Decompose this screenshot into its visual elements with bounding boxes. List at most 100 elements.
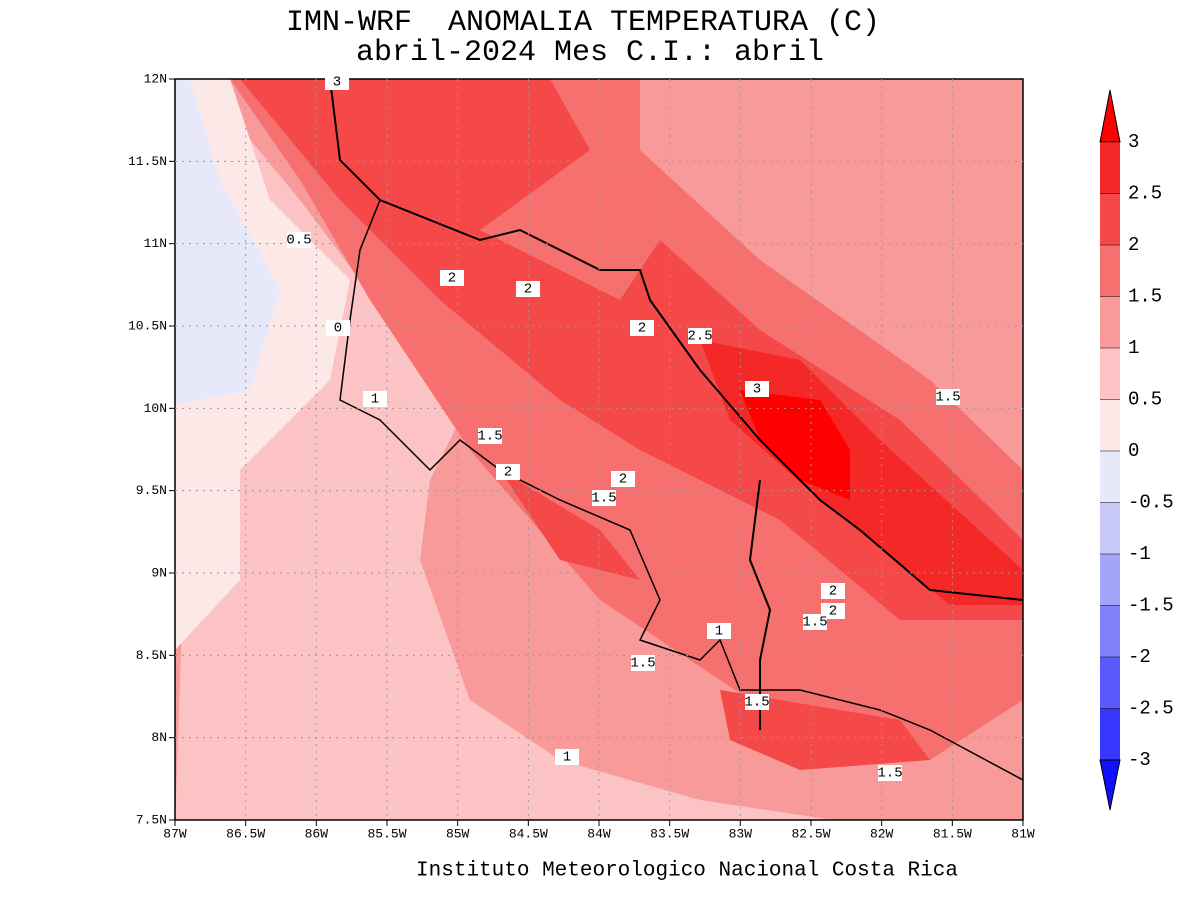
contour-label: 2 <box>619 472 627 488</box>
contour-label: 1.5 <box>877 766 902 782</box>
contour-label-bg <box>631 655 655 671</box>
colorbar-label: -0.5 <box>1128 492 1174 514</box>
contour-label: 1.5 <box>744 695 769 711</box>
contour-label: 2 <box>829 584 837 600</box>
contour-label-bg <box>611 471 635 487</box>
colorbar-band <box>1100 605 1120 657</box>
y-tick-label: 8.5N <box>136 648 167 663</box>
y-tick-label: 7.5N <box>136 812 167 827</box>
y-tick-label: 11.5N <box>128 154 167 169</box>
contour-label-bg <box>326 320 350 336</box>
contour-label-bg <box>878 765 902 781</box>
x-tick-label: 87W <box>163 826 187 841</box>
colorbar-band <box>1100 708 1120 760</box>
contour-label: 3 <box>753 382 761 398</box>
x-tick-label: 85.5W <box>367 826 406 841</box>
x-tick-label: 83W <box>729 826 753 841</box>
contour-label: 1 <box>715 624 723 640</box>
colorbar-arrow <box>1099 759 1121 811</box>
y-tick-label: 12N <box>144 71 167 86</box>
x-tick-label: 84.5W <box>509 826 548 841</box>
contour-label-bg <box>363 391 387 407</box>
x-tick-label: 82.5W <box>791 826 830 841</box>
contour-label-bg <box>555 749 579 765</box>
colorbar-label: -2.5 <box>1128 698 1174 720</box>
colorbar-band <box>1100 296 1120 348</box>
colorbar-band <box>1100 142 1120 194</box>
y-tick-label: 9N <box>151 565 167 580</box>
colorbar-label: 0.5 <box>1128 389 1162 411</box>
colorbar-label: -2 <box>1128 646 1151 668</box>
x-tick-label: 86.5W <box>226 826 265 841</box>
colorbar-label: -3 <box>1128 749 1151 771</box>
colorbar-label: 0 <box>1128 440 1139 462</box>
contour-label: 1.5 <box>591 491 616 507</box>
contour-label: 3 <box>333 75 341 91</box>
colorbar-band <box>1100 245 1120 297</box>
y-tick-label: 9.5N <box>136 483 167 498</box>
contour-label: 1 <box>371 392 379 408</box>
contour-label: 0.5 <box>286 233 311 249</box>
contour-label-bg <box>630 320 654 336</box>
contour-label-bg <box>287 232 311 248</box>
y-tick-label: 10.5N <box>128 318 167 333</box>
y-tick-label: 8N <box>151 730 167 745</box>
field <box>175 79 1023 820</box>
colorbar-label: 2.5 <box>1128 183 1162 205</box>
contour-label: 2 <box>524 282 532 298</box>
colorbar-band <box>1100 451 1120 503</box>
contour-label: 2 <box>448 271 456 287</box>
y-tick-label: 11N <box>144 236 167 251</box>
x-tick-label: 83.5W <box>650 826 689 841</box>
x-tick-label: 85W <box>446 826 470 841</box>
contour-label: 1.5 <box>935 390 960 406</box>
title: IMN-WRF ANOMALIA TEMPERATURA (C) <box>286 6 880 40</box>
contour-label: 1 <box>563 750 571 766</box>
colorbar-label: -1 <box>1128 543 1151 565</box>
band <box>740 390 850 500</box>
band <box>175 79 280 405</box>
colorbar-label: -1.5 <box>1128 595 1174 617</box>
contour-label-bg <box>821 583 845 599</box>
colorbar-band <box>1100 554 1120 606</box>
band <box>500 470 640 580</box>
contour-label-bg <box>478 428 502 444</box>
colorbar-label: 1.5 <box>1128 286 1162 308</box>
contour-label-bg <box>707 623 731 639</box>
colorbar-band <box>1100 193 1120 245</box>
contour-label: 0 <box>334 321 342 337</box>
x-tick-label: 84W <box>587 826 611 841</box>
border <box>748 479 772 730</box>
contour-label: 1.5 <box>630 656 655 672</box>
subtitle: abril-2024 Mes C.I.: abril <box>356 36 824 70</box>
contour-label: 2 <box>829 604 837 620</box>
band <box>175 79 834 820</box>
contour-label-bg <box>745 694 769 710</box>
colorbar-band <box>1100 502 1120 554</box>
contour-label-bg <box>496 464 520 480</box>
contour-label-bg <box>745 381 769 397</box>
colorbar-label: 1 <box>1128 337 1139 359</box>
coastline <box>339 199 1023 781</box>
footer: Instituto Meteorologico Nacional Costa R… <box>416 860 958 883</box>
contour-label-bg <box>803 614 827 630</box>
coastline <box>329 79 1023 601</box>
colorbar-arrow <box>1099 89 1121 143</box>
x-tick-label: 82W <box>870 826 894 841</box>
contour-label-bg <box>592 490 616 506</box>
contour-label: 2.5 <box>687 329 712 345</box>
y-tick-label: 10N <box>144 401 167 416</box>
contour-label: 2 <box>504 465 512 481</box>
contour-label-bg <box>936 389 960 405</box>
colorbar-band <box>1100 657 1120 709</box>
contour-label-bg <box>440 270 464 286</box>
colorbar-band <box>1100 399 1120 451</box>
band <box>720 690 930 770</box>
x-tick-label: 81.5W <box>933 826 972 841</box>
contour-label: 2 <box>638 321 646 337</box>
contour-label-bg <box>688 328 712 344</box>
colorbar-label: 3 <box>1128 131 1139 153</box>
contour-label: 1.5 <box>477 429 502 445</box>
contour-label: 1.5 <box>802 615 827 631</box>
